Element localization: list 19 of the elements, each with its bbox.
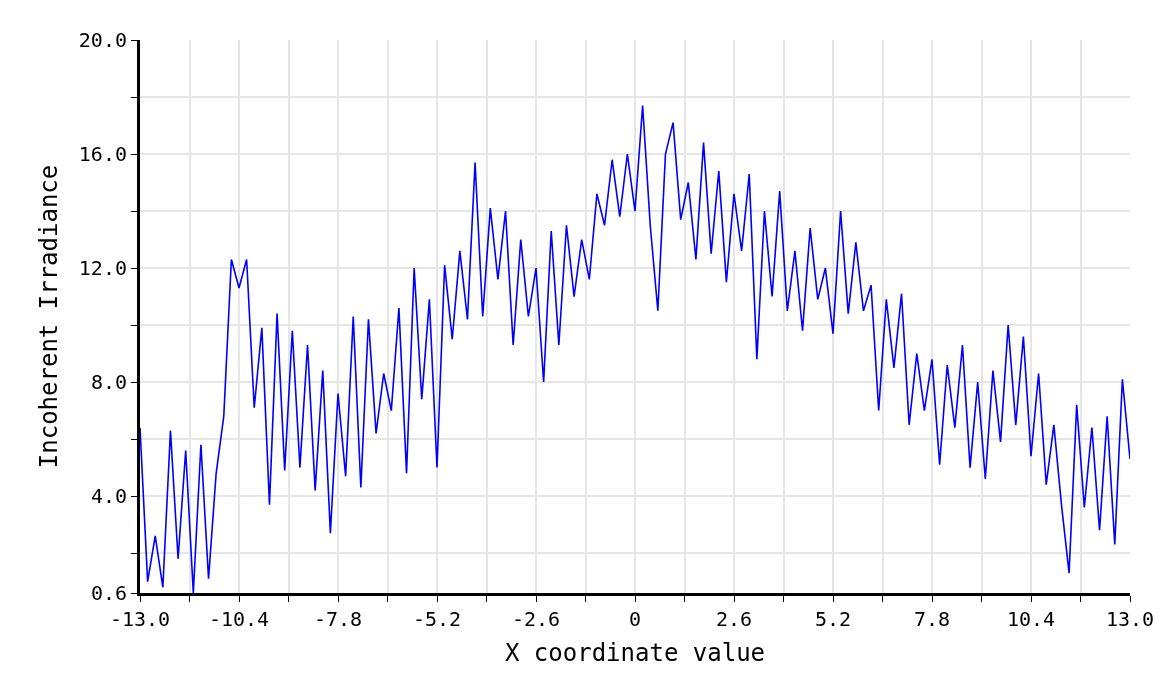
y-tick-label: 16.0 [78, 142, 127, 167]
x-tick-label: -10.4 [208, 607, 270, 631]
x-tick-label: -5.2 [412, 607, 462, 631]
x-tick-label: -2.6 [511, 607, 561, 631]
y-tick-label: 8.0 [90, 370, 127, 395]
y-tick-label: 0.6 [90, 581, 127, 605]
x-tick-label: 10.4 [1006, 607, 1056, 631]
x-tick-label: 13.0 [1105, 607, 1155, 631]
y-tick-label: 20.0 [78, 28, 127, 52]
y-tick-label: 4.0 [90, 484, 127, 509]
y-tick-label: 12.0 [78, 256, 127, 281]
y-axis-title: Incoherent Irradiance [34, 164, 63, 469]
x-tick-label: -7.8 [313, 607, 363, 631]
x-tick-label: 7.8 [913, 607, 951, 631]
x-tick-label: 5.2 [814, 607, 852, 631]
x-tick-label: -13.0 [109, 607, 171, 631]
x-axis-title: X coordinate value [504, 639, 766, 668]
x-tick-label: 2.6 [715, 607, 753, 631]
x-tick-label: 0 [628, 607, 642, 631]
